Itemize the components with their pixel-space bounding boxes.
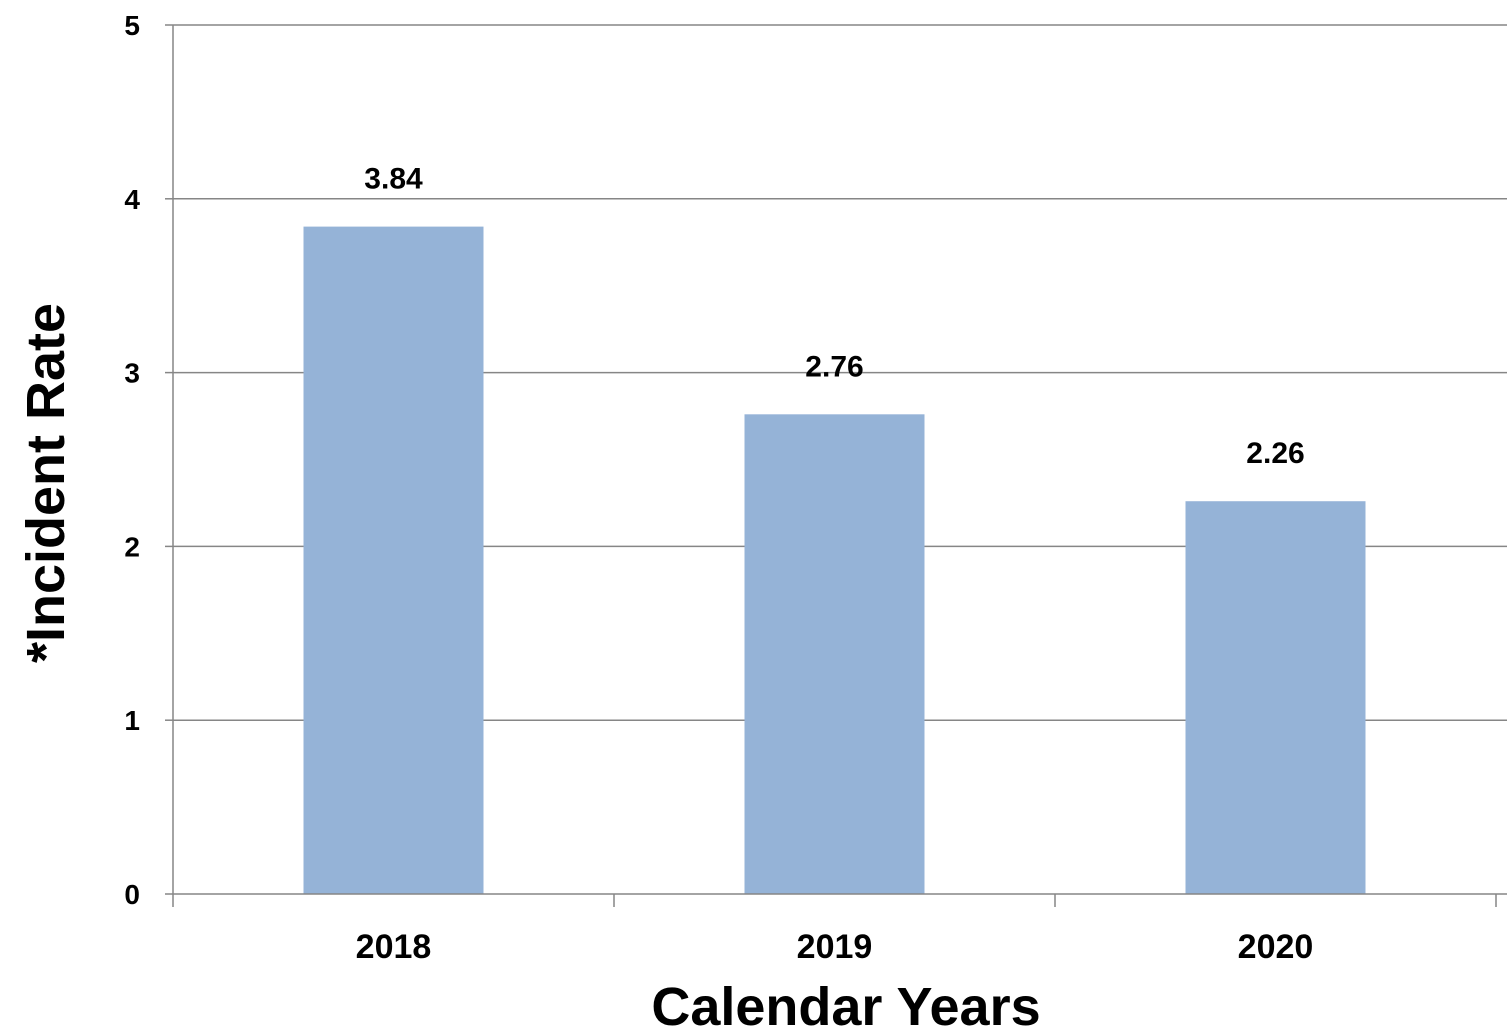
x-axis-title: Calendar Years	[651, 977, 1040, 1034]
y-tick-label-2: 2	[124, 531, 140, 562]
bar-2020	[1185, 501, 1366, 894]
y-tick-label-0: 0	[124, 879, 140, 910]
bar-2019	[744, 414, 925, 894]
data-label-2018: 3.84	[364, 163, 423, 196]
x-tick-label-2020: 2020	[1238, 928, 1314, 966]
x-tick-label-2018: 2018	[356, 928, 432, 966]
x-tick-label-2019: 2019	[797, 928, 873, 966]
y-axis-title: *Incident Rate	[16, 303, 76, 663]
y-tick-label-4: 4	[124, 184, 140, 215]
data-label-2019: 2.76	[805, 350, 863, 383]
bar-2018	[303, 226, 484, 894]
data-labels: 3.84 2.76 2.26	[364, 163, 1304, 471]
bars	[303, 226, 1366, 894]
axes	[165, 24, 1507, 907]
x-tick-labels: 2018 2019 2020	[356, 928, 1314, 966]
y-tick-label-1: 1	[124, 705, 140, 736]
y-tick-labels: 0 1 2 3 4 5	[124, 10, 140, 910]
data-label-2020: 2.26	[1246, 437, 1304, 470]
y-tick-label-5: 5	[124, 10, 140, 41]
y-tick-label-3: 3	[124, 358, 140, 389]
